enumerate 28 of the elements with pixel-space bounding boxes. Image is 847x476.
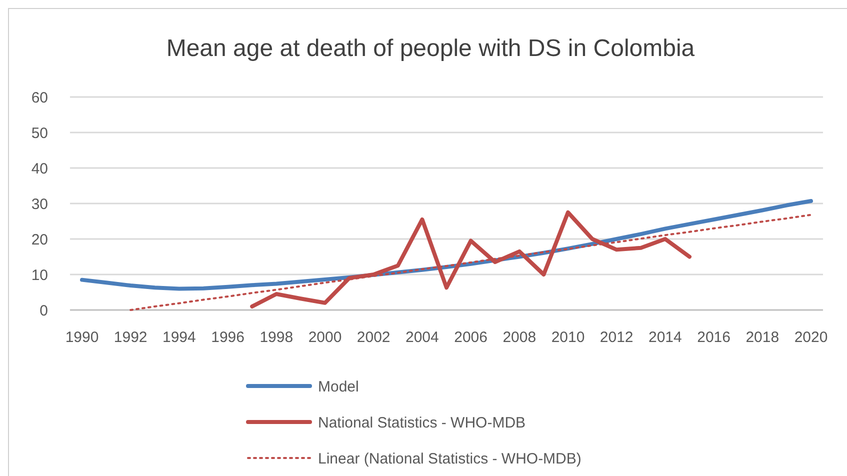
y-tick-label: 60 <box>31 89 48 106</box>
x-tick-label: 2020 <box>794 329 828 346</box>
x-tick-label: 1996 <box>211 329 244 346</box>
y-tick-label: 0 <box>40 302 48 320</box>
x-tick-label: 1990 <box>65 329 99 346</box>
x-tick-label: 1994 <box>162 329 196 346</box>
x-tick-label: 2016 <box>697 329 730 346</box>
legend-label: Model <box>318 378 359 396</box>
x-tick-label: 2012 <box>600 329 634 346</box>
legend-label: Linear (National Statistics - WHO-MDB) <box>318 450 582 468</box>
x-tick-label: 2010 <box>551 329 585 346</box>
y-tick-label: 20 <box>31 231 48 248</box>
x-tick-label: 2014 <box>648 329 682 346</box>
x-tick-label: 2008 <box>502 329 536 346</box>
x-tick-label: 2002 <box>356 329 390 346</box>
x-tick-label: 2000 <box>308 329 342 346</box>
y-tick-label: 50 <box>31 124 48 142</box>
line-series <box>130 214 812 311</box>
y-tick-label: 40 <box>31 160 48 178</box>
y-tick-label: 10 <box>31 266 48 284</box>
x-tick-label: 1992 <box>114 329 148 346</box>
chart-title: Mean age at death of people with DS in Colombia <box>166 35 696 62</box>
x-tick-label: 1998 <box>260 329 294 346</box>
x-tick-label: 2018 <box>746 329 780 346</box>
x-tick-label: 2004 <box>406 329 439 346</box>
y-tick-label: 30 <box>31 196 48 213</box>
legend-label: National Statistics - WHO-MDB <box>318 414 526 432</box>
x-tick-label: 2006 <box>454 329 488 346</box>
